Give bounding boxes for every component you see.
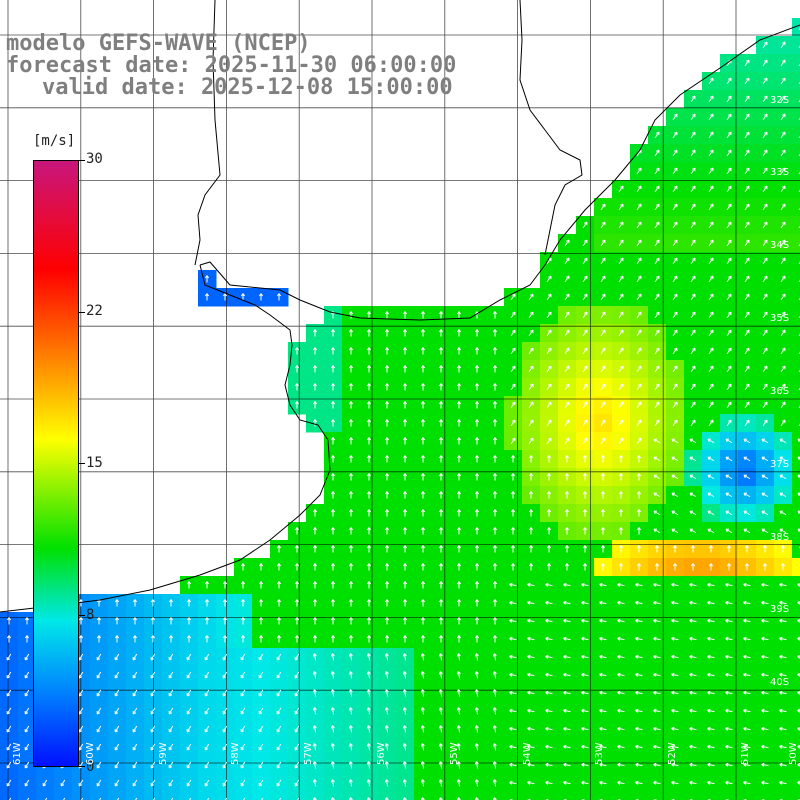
colorbar-tick-30: 30 (86, 151, 103, 167)
colorbar-tick-22: 22 (86, 303, 103, 319)
lon-label: 60W (85, 742, 96, 765)
lat-label: 40S (770, 677, 790, 688)
colorbar-tick-15: 15 (86, 455, 103, 471)
lat-label: 32S (770, 95, 790, 106)
lon-label: 58W (230, 742, 241, 765)
forecast-date: forecast date: 2025-11-30 06:00:00 (6, 53, 457, 78)
colorbar-tick-0: 0 (86, 759, 95, 775)
colorbar-unit: [m/s] (33, 133, 76, 149)
lat-label: 35S (770, 313, 790, 324)
lat-label: 36S (770, 386, 790, 397)
lon-label: 57W (303, 742, 314, 765)
lon-label: 59W (158, 742, 169, 765)
wind-arrows (6, 27, 800, 800)
lon-label: 53W (594, 742, 605, 765)
lat-label: 37S (770, 459, 790, 470)
valid-date: valid date: 2025-12-08 15:00:00 (42, 75, 453, 100)
lon-label: 56W (376, 742, 387, 765)
lon-label: 54W (522, 742, 533, 765)
lat-label: 33S (770, 167, 790, 178)
lon-label: 52W (667, 742, 678, 765)
lon-label: 61W (12, 742, 23, 765)
colorbar-tick-8: 8 (86, 607, 95, 623)
coastline (0, 0, 800, 613)
lon-label: 55W (449, 742, 460, 765)
ocean-field (0, 18, 800, 800)
model-title: modelo GEFS-WAVE (NCEP) (6, 31, 311, 56)
lon-label: 50W (788, 742, 799, 765)
lon-label: 51W (740, 742, 751, 765)
lat-label: 34S (770, 240, 790, 251)
colorbar (33, 160, 79, 767)
lat-label: 39S (770, 604, 790, 615)
lat-label: 38S (770, 532, 790, 543)
